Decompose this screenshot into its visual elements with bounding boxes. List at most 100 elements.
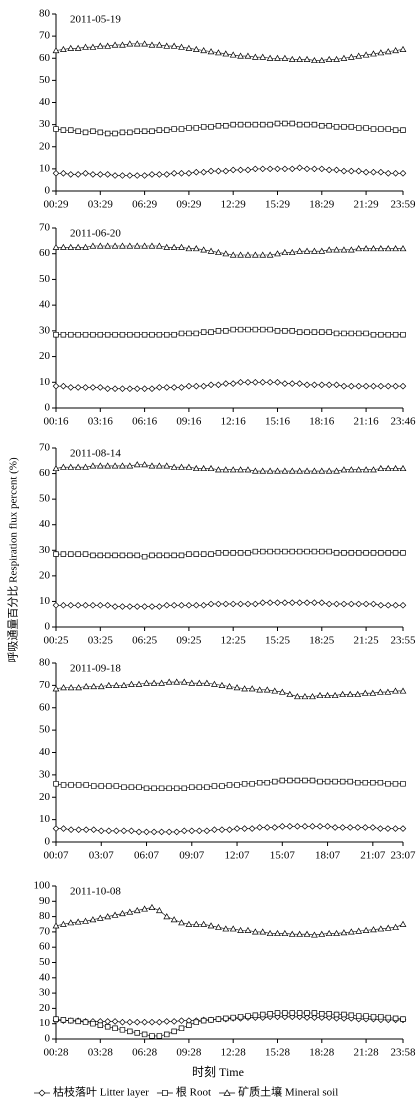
data-point — [68, 331, 74, 338]
x-tick-label: 09:25 — [176, 635, 202, 647]
data-point — [74, 384, 82, 391]
data-point — [185, 601, 193, 609]
data-point — [89, 384, 97, 391]
data-point — [304, 1010, 310, 1016]
data-point — [75, 684, 83, 691]
data-point — [248, 685, 256, 692]
data-point — [259, 1011, 266, 1018]
data-point — [309, 823, 316, 830]
x-tick-label: 21:25 — [354, 635, 380, 647]
data-point — [267, 548, 273, 555]
x-tick-label: 12:07 — [225, 850, 251, 862]
data-point — [195, 679, 203, 686]
data-point — [325, 246, 333, 253]
data-point — [259, 467, 267, 474]
data-point — [316, 691, 324, 699]
data-point — [230, 121, 236, 128]
data-point — [75, 331, 81, 338]
data-point — [96, 914, 104, 921]
data-point — [192, 920, 200, 927]
data-point — [399, 825, 407, 832]
data-point — [286, 690, 294, 697]
data-point — [244, 251, 252, 258]
x-tick-label: 09:07 — [179, 850, 205, 862]
y-tick-label: 30 — [39, 118, 51, 130]
data-point — [60, 1017, 67, 1023]
data-point — [333, 600, 340, 608]
data-point — [384, 464, 392, 472]
data-point — [332, 778, 338, 785]
data-point — [186, 551, 192, 557]
data-point — [126, 462, 134, 469]
data-point — [53, 781, 59, 787]
data-point — [325, 929, 333, 937]
data-point — [267, 1011, 273, 1017]
data-point — [171, 126, 177, 132]
x-tick-label: 03:07 — [89, 850, 115, 862]
data-point — [274, 548, 281, 555]
y-tick-label: 30 — [39, 768, 51, 780]
data-point — [67, 919, 75, 926]
data-point — [392, 170, 399, 177]
data-point — [208, 551, 214, 557]
data-point — [229, 380, 237, 387]
data-point — [271, 824, 279, 831]
data-point — [248, 825, 256, 832]
data-point — [318, 599, 326, 607]
data-point — [127, 552, 133, 559]
data-point — [370, 1014, 377, 1020]
data-point — [222, 50, 230, 57]
data-point — [121, 784, 127, 790]
data-point — [281, 248, 289, 256]
data-point — [237, 466, 244, 473]
data-point — [59, 243, 67, 250]
data-point — [296, 329, 303, 335]
data-point — [155, 242, 163, 249]
y-tick-label: 50 — [39, 74, 51, 86]
data-point — [362, 382, 370, 390]
data-point — [53, 126, 59, 132]
data-point — [90, 128, 96, 134]
data-point — [105, 827, 113, 835]
data-point — [266, 378, 274, 386]
data-point — [355, 382, 362, 390]
data-point — [370, 382, 377, 390]
data-point — [171, 331, 177, 338]
data-point — [234, 782, 240, 788]
data-point — [141, 242, 148, 249]
data-point — [180, 827, 188, 835]
data-point — [165, 678, 173, 685]
data-point — [266, 54, 274, 61]
data-point — [112, 1025, 118, 1032]
data-point — [60, 825, 67, 832]
data-point — [326, 123, 332, 129]
data-point — [82, 826, 90, 833]
data-point — [319, 123, 325, 129]
data-point — [363, 125, 369, 131]
data-point — [301, 823, 309, 830]
data-point — [82, 1019, 89, 1025]
data-point — [311, 548, 318, 555]
data-point — [296, 1010, 303, 1016]
data-point — [207, 247, 215, 254]
data-point — [303, 55, 311, 62]
data-point — [53, 331, 59, 338]
data-point — [384, 48, 392, 55]
data-point — [148, 903, 156, 911]
data-point — [244, 466, 252, 473]
data-point — [133, 603, 141, 610]
data-point — [399, 464, 407, 472]
data-point — [266, 599, 274, 607]
data-point — [173, 828, 180, 836]
data-point — [281, 467, 289, 474]
x-tick-label: 12:25 — [221, 635, 247, 647]
data-point — [180, 678, 188, 685]
data-point — [264, 779, 270, 786]
data-point — [274, 54, 281, 61]
data-point — [170, 1018, 178, 1025]
y-tick-label: 0 — [45, 402, 51, 414]
data-point — [339, 690, 347, 697]
data-point — [392, 127, 399, 133]
data-point — [133, 385, 141, 393]
data-point — [282, 120, 288, 127]
